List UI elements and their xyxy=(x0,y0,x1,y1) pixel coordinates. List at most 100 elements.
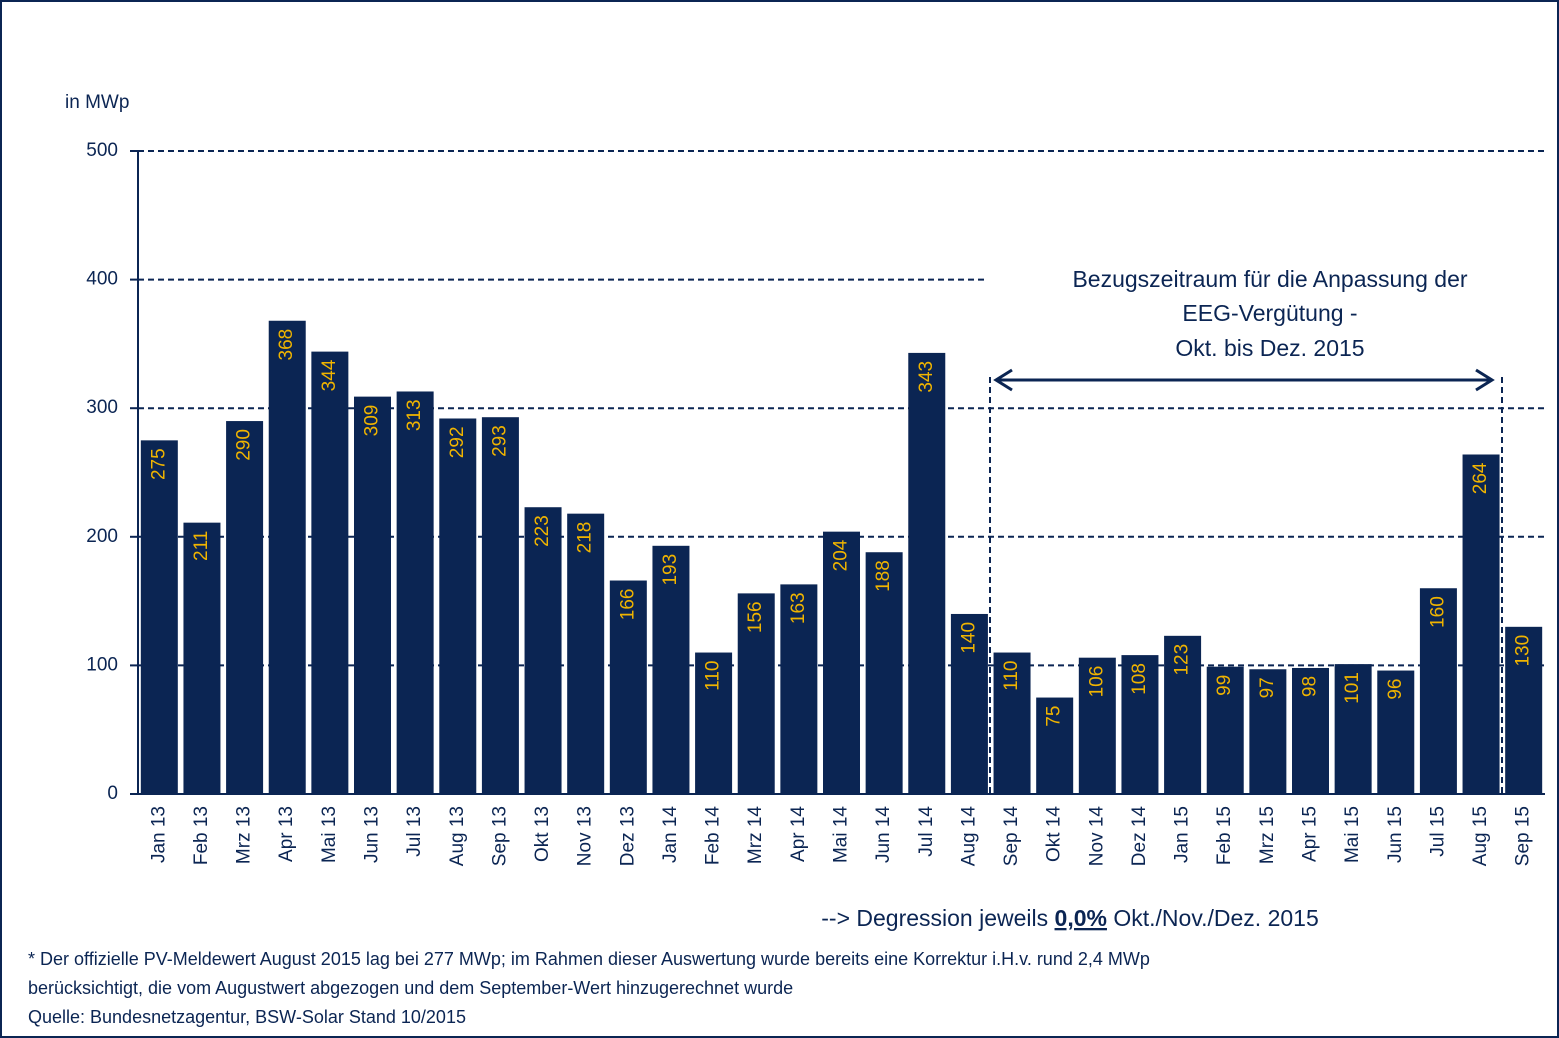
bars: 275 211 290 368 344 309 313 292 293 223 218 166 193 1… xyxy=(140,320,1543,794)
bar xyxy=(354,396,391,794)
value-label: 290 xyxy=(234,429,255,461)
bar xyxy=(1121,655,1159,794)
x-tick-label: Mai 14 xyxy=(831,806,852,863)
y-tick-label: 500 xyxy=(86,140,118,161)
x-tick-label: Feb 14 xyxy=(703,806,724,866)
x-tick-label: Apr 15 xyxy=(1300,806,1321,862)
x-tick-label: Jun 15 xyxy=(1385,806,1406,863)
annotation: Okt. bis Dez. 2015 xyxy=(1175,335,1364,361)
x-tick-label: Jan 15 xyxy=(1172,806,1193,863)
value-label: 110 xyxy=(1001,661,1022,691)
bar xyxy=(1249,669,1287,794)
x-tick-label: Jun 14 xyxy=(873,806,894,863)
value-label: 98 xyxy=(1300,676,1321,697)
x-tick-label: Feb 13 xyxy=(191,806,212,865)
value-label: 264 xyxy=(1470,462,1491,494)
x-tick-label: Okt 13 xyxy=(532,806,553,862)
footnote: Quelle: Bundesnetzagentur, BSW-Solar Sta… xyxy=(28,1007,466,1027)
value-label: 193 xyxy=(660,554,681,586)
value-label: 123 xyxy=(1172,644,1193,676)
value-label: 97 xyxy=(1257,677,1278,698)
value-label: 293 xyxy=(489,425,510,457)
value-label: 223 xyxy=(532,515,553,547)
x-tick-label: Mai 15 xyxy=(1342,806,1363,863)
bar xyxy=(524,507,562,794)
x-tick-label: Jan 14 xyxy=(660,806,681,863)
bar xyxy=(1462,454,1500,794)
bar xyxy=(183,522,221,794)
bar xyxy=(268,320,306,794)
bar xyxy=(1419,588,1457,794)
value-label: 75 xyxy=(1044,706,1065,727)
value-label: 275 xyxy=(148,448,169,480)
bar xyxy=(1206,666,1244,794)
x-tick-label: Feb 15 xyxy=(1214,806,1235,865)
bar xyxy=(1334,664,1372,794)
x-tick-label: Mai 13 xyxy=(319,806,340,863)
x-tick-label: Aug 15 xyxy=(1470,806,1491,866)
x-tick-label: Sep 13 xyxy=(489,806,510,866)
bar xyxy=(1078,657,1116,794)
x-tick-label: Jun 13 xyxy=(362,806,383,863)
value-label: 110 xyxy=(703,661,724,691)
y-tick-label: 300 xyxy=(86,397,118,418)
bar xyxy=(737,593,775,794)
x-tick-label: Dez 14 xyxy=(1129,806,1150,867)
annotation: EEG-Vergütung - xyxy=(1182,300,1357,326)
y-tick-label: 200 xyxy=(86,526,118,547)
value-label: 99 xyxy=(1214,675,1235,696)
bar xyxy=(1164,635,1202,794)
bar xyxy=(140,440,178,794)
x-tick-label: Apr 14 xyxy=(788,806,809,862)
bar xyxy=(439,418,477,794)
value-label: 156 xyxy=(745,601,766,633)
x-tick-label: Mrz 13 xyxy=(234,806,255,864)
value-label: 343 xyxy=(916,361,937,393)
value-label: 188 xyxy=(873,560,894,592)
bar xyxy=(950,613,988,794)
value-label: 211 xyxy=(191,531,212,561)
degression-note: --> Degression jeweils 0,0% Okt./Nov./De… xyxy=(821,905,1319,931)
value-label: 292 xyxy=(447,426,468,458)
degression-suffix: Okt./Nov./Dez. 2015 xyxy=(1107,905,1319,931)
x-tick-label: Mrz 14 xyxy=(745,806,766,865)
bar xyxy=(652,545,690,794)
x-tick-label: Jan 13 xyxy=(148,806,169,863)
bar xyxy=(1377,670,1415,794)
x-tick-label: Nov 14 xyxy=(1086,806,1107,867)
x-tick-label: Mrz 15 xyxy=(1257,806,1278,864)
degression-highlight: 0,0% xyxy=(1055,905,1107,931)
bar xyxy=(226,421,264,794)
bar xyxy=(823,531,860,794)
value-label: 344 xyxy=(319,359,340,391)
x-tick-label: Sep 15 xyxy=(1513,806,1534,866)
value-label: 368 xyxy=(276,329,297,361)
bar xyxy=(609,580,647,794)
bar xyxy=(481,417,519,794)
footnote: * Der offizielle PV-Meldewert August 201… xyxy=(28,949,1150,969)
bar xyxy=(1292,667,1329,794)
bar xyxy=(311,351,349,794)
value-label: 160 xyxy=(1427,596,1448,628)
value-label: 106 xyxy=(1086,666,1107,698)
bar xyxy=(865,552,903,794)
x-tick-label: Jul 14 xyxy=(916,806,937,857)
x-tick-label: Jul 13 xyxy=(404,806,425,857)
value-label: 140 xyxy=(958,622,979,654)
period-arrow xyxy=(993,368,1495,392)
bar xyxy=(396,391,434,794)
footnote: berücksichtigt, die vom Augustwert abgez… xyxy=(28,978,793,998)
x-tick-label: Okt 14 xyxy=(1044,806,1065,862)
y-tick-label: 0 xyxy=(107,783,118,804)
x-tick-label: Aug 13 xyxy=(447,806,468,866)
value-label: 204 xyxy=(831,539,852,571)
value-label: 130 xyxy=(1513,635,1534,667)
bar xyxy=(1505,626,1543,794)
bar xyxy=(567,513,605,794)
bar xyxy=(993,652,1031,794)
value-label: 96 xyxy=(1385,679,1406,700)
value-label: 108 xyxy=(1129,663,1150,695)
y-axis-label: in MWp xyxy=(65,92,129,113)
x-tick-label: Apr 13 xyxy=(276,806,297,862)
